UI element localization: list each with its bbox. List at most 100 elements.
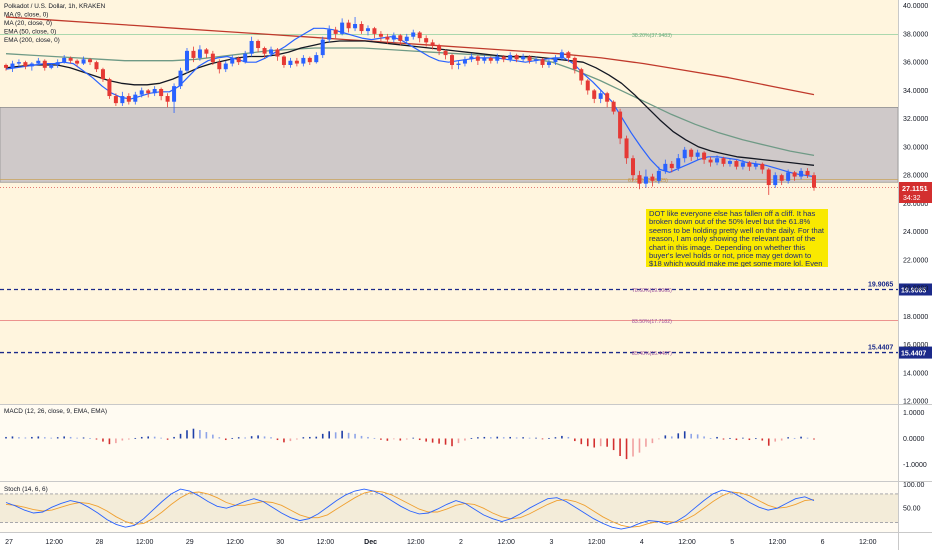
candle-body: [740, 162, 745, 167]
candle-body: [184, 50, 189, 71]
candle-body: [288, 60, 293, 65]
candle-body: [792, 172, 797, 177]
candle-body: [126, 96, 131, 102]
candle-body: [301, 57, 306, 64]
candle-body: [159, 88, 164, 97]
macd-histogram-bar: [606, 438, 608, 447]
candle-body: [618, 111, 623, 139]
time-tick-label: 12:00: [859, 539, 877, 546]
candle-body: [747, 162, 752, 167]
macd-histogram-bar: [464, 438, 466, 441]
candle-body: [624, 138, 629, 159]
time-tick-label: 12:00: [497, 539, 515, 546]
candle-body: [275, 49, 280, 57]
macd-histogram-bar: [192, 428, 195, 439]
fib-level-label: 85.40%(15.4407): [632, 351, 672, 357]
macd-histogram-bar: [457, 438, 460, 444]
macd-histogram-bar: [574, 438, 576, 442]
candle-body: [10, 63, 15, 68]
candle-body: [16, 62, 21, 64]
legend-ema200: EMA (200, close, 0): [4, 37, 60, 44]
candle-body: [430, 42, 435, 46]
macd-histogram-bar: [386, 438, 389, 441]
price-tick-label: 28.0000: [903, 173, 928, 180]
candle-body: [191, 50, 196, 58]
time-tick-label: 12:00: [136, 539, 154, 546]
countdown-label: 34:32: [903, 195, 921, 202]
candle-body: [799, 170, 804, 177]
macd-histogram-bar: [231, 437, 234, 439]
candle-body: [120, 96, 125, 104]
macd-histogram-bar: [561, 435, 563, 439]
candle-body: [3, 64, 9, 68]
candle-body: [527, 56, 532, 61]
macd-histogram-bar: [37, 436, 40, 439]
time-tick-label: 2: [459, 539, 463, 546]
candle-body: [508, 55, 513, 60]
macd-histogram-bar: [115, 438, 117, 444]
candle-body: [495, 56, 500, 61]
macd-histogram-bar: [625, 438, 628, 460]
candle-body: [29, 63, 34, 67]
macd-histogram-bar: [586, 438, 589, 447]
macd-histogram-bar: [147, 436, 150, 439]
macd-histogram-bar: [444, 438, 447, 445]
candle-body: [94, 62, 99, 70]
candle-body: [766, 169, 771, 186]
time-tick-label: 12:00: [769, 539, 787, 546]
macd-histogram-bar: [43, 437, 46, 439]
macd-histogram-bar: [451, 438, 453, 447]
macd-histogram-bar: [108, 438, 111, 445]
price-tick-label: 36.0000: [903, 60, 928, 67]
candle-body: [165, 96, 170, 102]
price-tick-label: 40.0000: [903, 3, 928, 10]
candle-body: [353, 24, 358, 29]
macd-histogram-bar: [755, 438, 757, 440]
macd-histogram-bar: [367, 436, 369, 439]
candle-body: [721, 158, 726, 164]
candle-body: [113, 96, 118, 104]
candle-body: [579, 69, 584, 81]
fib-level-label: 83.50%(17.7182): [632, 319, 672, 325]
time-tick-label: 12:00: [45, 539, 63, 546]
macd-histogram-bar: [696, 434, 699, 439]
candle-body: [708, 159, 713, 163]
macd-histogram-bar: [729, 437, 731, 439]
candle-body: [450, 55, 455, 65]
stoch-k-line: [5, 488, 815, 530]
candle-body: [553, 57, 558, 63]
macd-histogram-bar: [548, 437, 550, 439]
stoch-tick-label: 100.00: [903, 482, 925, 489]
candle-body: [281, 56, 286, 65]
macd-histogram-bar: [302, 437, 305, 439]
macd-histogram-bar: [89, 437, 91, 439]
macd-histogram-bar: [645, 438, 647, 447]
ema50-line: [5, 47, 815, 157]
candle-body: [482, 57, 487, 61]
macd-histogram-bar: [205, 432, 208, 439]
candle-body: [585, 80, 590, 91]
macd-histogram-bar: [56, 437, 59, 439]
candle-body: [734, 161, 739, 167]
current-price-label: 27.1151: [902, 184, 928, 193]
time-tick-label: 27: [5, 539, 13, 546]
macd-histogram-bar: [321, 433, 324, 439]
candle-body: [605, 93, 610, 102]
candle-body: [631, 158, 636, 176]
price-tick-label: 18.0000: [903, 314, 928, 321]
candle-body: [689, 149, 694, 157]
macd-histogram-bar: [173, 436, 175, 439]
price-tick-label: 38.0000: [903, 31, 928, 38]
time-axis-bg: [0, 532, 898, 550]
candle-body: [643, 176, 648, 184]
candle-body: [417, 32, 422, 39]
macd-histogram-bar: [418, 438, 421, 441]
macd-histogram-bar: [257, 435, 259, 439]
candle-body: [359, 24, 364, 32]
macd-histogram-bar: [813, 438, 815, 440]
price-tick-label: 24.0000: [903, 229, 928, 236]
macd-histogram-bar: [703, 436, 705, 439]
